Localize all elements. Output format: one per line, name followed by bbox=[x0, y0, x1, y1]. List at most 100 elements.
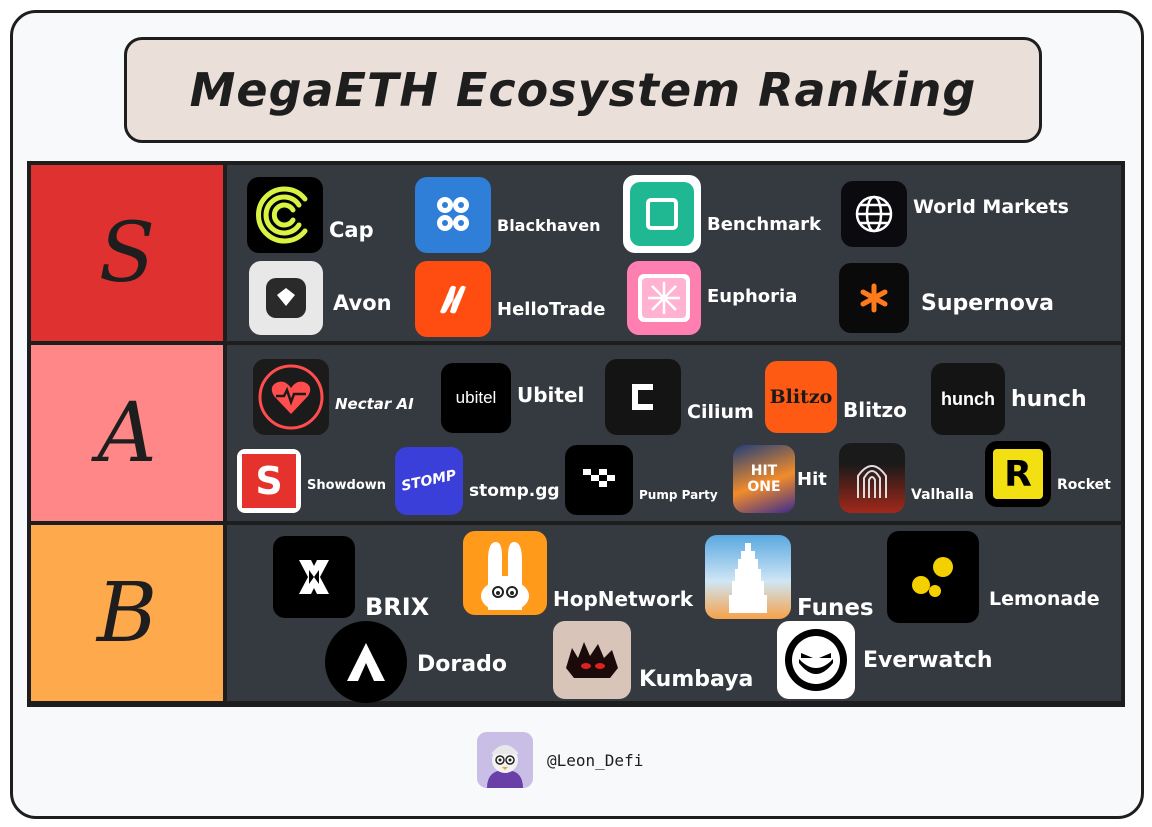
author-credit: @Leon_Defi bbox=[477, 732, 643, 788]
project-label: HelloTrade bbox=[497, 298, 606, 320]
project-label: Ubitel bbox=[517, 383, 585, 407]
stomp-wordmark: STOMP bbox=[400, 467, 458, 495]
ubitel-wordmark: ubitel bbox=[455, 388, 497, 407]
tier-s-letter: S bbox=[98, 205, 156, 301]
project-label: Valhalla bbox=[911, 487, 974, 503]
project-label: Rocket bbox=[1057, 477, 1111, 493]
project-kumbaya[interactable]: Kumbaya bbox=[553, 621, 753, 699]
project-hopnetwork[interactable]: HopNetwork bbox=[463, 531, 693, 615]
tier-b-label: B bbox=[31, 525, 223, 701]
project-everwatch[interactable]: Everwatch bbox=[777, 621, 993, 699]
project-label: Lemonade bbox=[989, 588, 1100, 610]
lemonade-logo-icon bbox=[887, 531, 979, 623]
project-label: Dorado bbox=[417, 651, 507, 677]
project-euphoria[interactable]: Euphoria bbox=[627, 261, 797, 335]
heart-pulse-icon bbox=[253, 359, 329, 435]
tier-a-row: Nectar AI ubitel Ubitel Cilium Blitzo Bl… bbox=[227, 345, 1121, 521]
hopnetwork-logo-icon bbox=[463, 531, 547, 615]
project-label: Hit bbox=[797, 468, 827, 490]
dorado-logo-icon bbox=[325, 621, 407, 703]
project-lemonade[interactable]: Lemonade bbox=[887, 531, 1100, 623]
kumbaya-logo-icon bbox=[553, 621, 631, 699]
tier-list-table: S A B Cap Blackhaven Benchmark World M bbox=[27, 161, 1125, 707]
tier-s-label: S bbox=[31, 165, 223, 341]
project-label: Cilium bbox=[687, 401, 754, 423]
project-label: Euphoria bbox=[707, 285, 798, 307]
project-label: World Markets bbox=[913, 196, 1069, 218]
valhalla-logo-icon bbox=[839, 443, 905, 513]
project-label: Everwatch bbox=[863, 647, 993, 673]
euphoria-logo-icon bbox=[627, 261, 701, 335]
project-label: Cap bbox=[329, 218, 374, 242]
project-label: stomp.gg bbox=[469, 481, 560, 501]
project-label: Blitzo bbox=[843, 398, 907, 422]
project-label: hunch bbox=[1011, 386, 1087, 412]
cilium-logo-icon bbox=[605, 359, 681, 435]
title-box: MegaETH Ecosystem Ranking bbox=[124, 37, 1042, 143]
avatar bbox=[477, 732, 533, 788]
project-world-markets[interactable]: World Markets bbox=[841, 181, 1069, 247]
project-hunch[interactable]: hunch hunch bbox=[931, 363, 1087, 435]
project-label: Funes bbox=[797, 595, 874, 621]
project-hit[interactable]: HIT ONE Hit bbox=[733, 445, 827, 513]
hunch-wordmark: hunch bbox=[941, 388, 995, 409]
everwatch-logo-icon bbox=[777, 621, 855, 699]
tier-a-label: A bbox=[31, 345, 223, 521]
project-nectar-ai[interactable]: Nectar AI bbox=[253, 359, 414, 435]
hit-wordmark: HIT ONE bbox=[747, 463, 781, 495]
showdown-mark: S bbox=[255, 459, 283, 503]
page-title: MegaETH Ecosystem Ranking bbox=[189, 63, 977, 117]
project-avon[interactable]: Avon bbox=[249, 261, 392, 335]
globe-icon bbox=[841, 181, 907, 247]
blitzo-logo-icon: Blitzo bbox=[765, 361, 837, 433]
tier-b-row: BRIX HopNetwork Funes Lemonade Dorado bbox=[227, 525, 1121, 703]
benchmark-logo-icon bbox=[623, 175, 701, 253]
project-funes[interactable]: Funes bbox=[705, 533, 874, 621]
tier-b-letter: B bbox=[96, 565, 158, 661]
tier-a-letter: A bbox=[97, 385, 157, 481]
hunch-logo-icon: hunch bbox=[931, 363, 1005, 435]
project-pump-party[interactable]: Pump Party bbox=[565, 445, 718, 515]
project-rocket[interactable]: R Rocket bbox=[985, 441, 1111, 507]
project-stomp-gg[interactable]: STOMP stomp.gg bbox=[395, 447, 560, 515]
project-blackhaven[interactable]: Blackhaven bbox=[415, 177, 600, 253]
avon-logo-icon bbox=[249, 261, 323, 335]
project-label: Nectar AI bbox=[335, 395, 414, 413]
hit-logo-icon: HIT ONE bbox=[733, 445, 795, 513]
pump-party-logo-icon bbox=[565, 445, 633, 515]
blackhaven-logo-icon bbox=[415, 177, 491, 253]
ubitel-logo-icon: ubitel bbox=[441, 363, 511, 433]
project-hellotrade[interactable]: HelloTrade bbox=[415, 261, 605, 337]
asterisk-icon bbox=[839, 263, 909, 333]
project-label: Showdown bbox=[307, 477, 387, 493]
project-benchmark[interactable]: Benchmark bbox=[623, 175, 821, 253]
hellotrade-logo-icon bbox=[415, 261, 491, 337]
project-label: Avon bbox=[333, 291, 392, 315]
project-valhalla[interactable]: Valhalla bbox=[839, 443, 974, 513]
showdown-logo-icon: S bbox=[237, 449, 301, 513]
project-label: Kumbaya bbox=[639, 666, 754, 692]
project-ubitel[interactable]: ubitel Ubitel bbox=[441, 363, 584, 433]
blitzo-wordmark: Blitzo bbox=[769, 386, 833, 408]
tier-s-row: Cap Blackhaven Benchmark World Markets A… bbox=[227, 165, 1121, 341]
project-label: Benchmark bbox=[707, 213, 821, 235]
project-showdown[interactable]: S Showdown bbox=[237, 449, 386, 513]
brix-logo-icon bbox=[273, 536, 355, 618]
stomp-logo-icon: STOMP bbox=[395, 447, 463, 515]
project-label: Pump Party bbox=[639, 488, 718, 502]
author-handle: @Leon_Defi bbox=[547, 750, 644, 770]
rocket-logo-icon: R bbox=[985, 441, 1051, 507]
project-label: Blackhaven bbox=[497, 215, 601, 235]
project-dorado[interactable]: Dorado bbox=[325, 621, 507, 703]
project-brix[interactable]: BRIX bbox=[273, 533, 429, 621]
project-label: BRIX bbox=[365, 593, 430, 621]
project-blitzo[interactable]: Blitzo Blitzo bbox=[765, 361, 907, 433]
project-cilium[interactable]: Cilium bbox=[605, 359, 754, 435]
project-label: HopNetwork bbox=[553, 587, 694, 611]
funes-logo-icon bbox=[705, 535, 791, 619]
rocket-mark: R bbox=[1004, 453, 1032, 495]
project-label: Supernova bbox=[921, 290, 1054, 316]
cap-logo-icon bbox=[247, 177, 323, 253]
project-cap[interactable]: Cap bbox=[247, 177, 374, 253]
project-supernova[interactable]: Supernova bbox=[839, 263, 1054, 333]
